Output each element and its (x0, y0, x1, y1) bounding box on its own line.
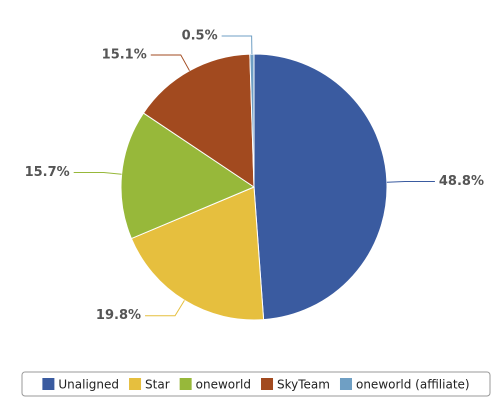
legend-label: Star (145, 378, 170, 392)
legend-label: oneworld (196, 378, 251, 392)
connector-line (386, 181, 435, 183)
legend-item: Star (129, 378, 170, 392)
pie-slice (253, 53, 388, 321)
legend-item: oneworld (179, 378, 251, 392)
pie-slice (120, 112, 256, 240)
legend-swatch (261, 378, 274, 390)
pie-slice (249, 53, 255, 188)
legend-swatch (42, 378, 55, 390)
data-label: 48.8% (439, 174, 484, 189)
data-label: 0.5% (182, 29, 218, 44)
legend-swatch (179, 378, 192, 390)
legend-item: oneworld (affiliate) (339, 378, 470, 392)
data-label: 15.1% (102, 47, 147, 62)
pie-slice (130, 186, 265, 321)
legend-label: SkyTeam (277, 378, 330, 392)
legend-label: oneworld (affiliate) (356, 378, 470, 392)
legend-swatch (339, 378, 352, 390)
connector-line (145, 300, 185, 317)
connector-line (221, 35, 253, 55)
legend-swatch (129, 378, 142, 390)
data-label: 15.7% (25, 165, 70, 180)
legend-label: Unaligned (58, 378, 119, 392)
data-label: 19.8% (96, 308, 141, 323)
legend-item: SkyTeam (261, 378, 330, 392)
connector-line (73, 172, 122, 175)
connector-line (150, 54, 190, 71)
legend-item: Unaligned (42, 378, 119, 392)
